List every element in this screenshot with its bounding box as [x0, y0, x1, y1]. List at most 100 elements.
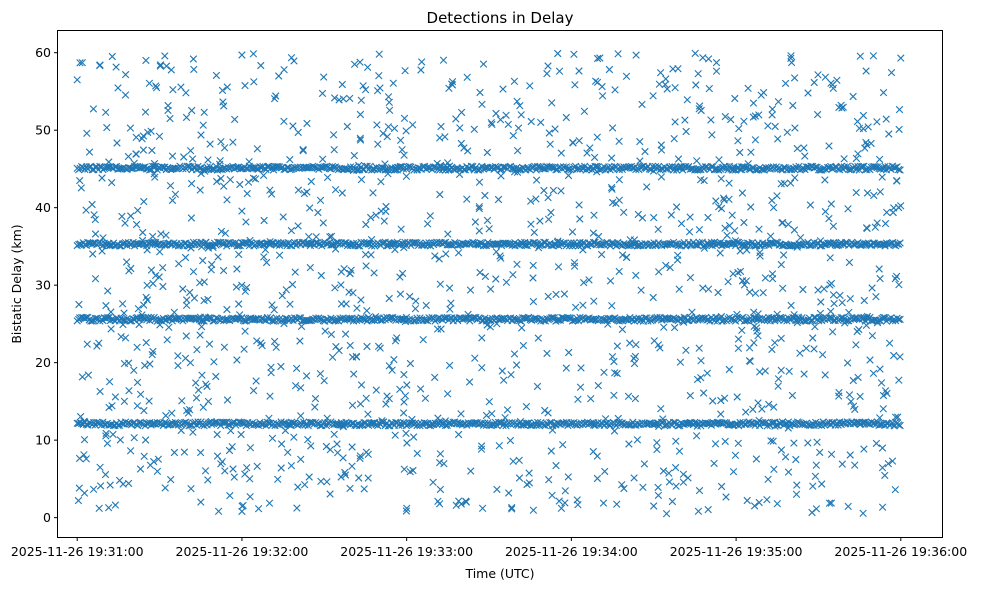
- data-point: [861, 144, 869, 152]
- data-point: [108, 52, 116, 61]
- data-point: [704, 55, 713, 63]
- data-point: [792, 455, 800, 464]
- data-point: [654, 225, 662, 233]
- data-point: [290, 57, 298, 65]
- data-point: [790, 226, 799, 234]
- data-point: [256, 163, 264, 171]
- data-point: [377, 178, 385, 186]
- data-point: [824, 239, 832, 247]
- data-point: [355, 474, 363, 482]
- data-point: [768, 105, 777, 113]
- data-point: [294, 186, 303, 194]
- data-point: [511, 315, 519, 323]
- data-point: [228, 443, 236, 451]
- data-point: [545, 476, 553, 484]
- data-point: [671, 84, 679, 92]
- data-point: [488, 120, 496, 129]
- data-point: [607, 154, 616, 162]
- data-point: [855, 241, 864, 249]
- data-point: [862, 321, 871, 329]
- data-point: [710, 459, 718, 468]
- data-point: [235, 250, 243, 259]
- data-point: [121, 334, 130, 342]
- data-point: [262, 258, 271, 267]
- data-point: [246, 493, 254, 501]
- data-point: [348, 462, 356, 470]
- data-point: [859, 125, 867, 133]
- data-point: [398, 269, 407, 278]
- data-point: [597, 250, 606, 259]
- data-point: [204, 476, 212, 484]
- data-point: [526, 421, 534, 430]
- data-point: [632, 341, 640, 349]
- data-point: [737, 166, 746, 174]
- data-point: [871, 223, 879, 231]
- data-point: [654, 491, 663, 500]
- data-point: [608, 124, 617, 132]
- data-point: [544, 62, 552, 70]
- data-point: [169, 86, 177, 94]
- data-point: [440, 314, 448, 322]
- data-point: [515, 456, 523, 464]
- data-point: [133, 378, 142, 387]
- data-point: [532, 176, 541, 184]
- data-point: [345, 314, 353, 323]
- data-point: [98, 247, 106, 255]
- data-point: [704, 505, 712, 514]
- data-point: [508, 505, 516, 513]
- data-point: [278, 240, 287, 248]
- data-point: [516, 102, 524, 110]
- data-point: [668, 497, 677, 506]
- data-point: [650, 502, 658, 510]
- data-point: [464, 147, 472, 155]
- data-point: [791, 124, 799, 132]
- data-point: [569, 139, 577, 147]
- data-point: [773, 310, 781, 318]
- data-point: [674, 155, 683, 163]
- data-point: [878, 444, 887, 452]
- data-point: [413, 165, 422, 173]
- data-point: [547, 314, 555, 322]
- data-point: [887, 68, 896, 77]
- data-point: [713, 419, 721, 427]
- data-point: [361, 86, 370, 94]
- data-point: [774, 98, 783, 106]
- data-point: [260, 216, 268, 225]
- data-point: [856, 52, 864, 60]
- data-point: [888, 457, 897, 465]
- data-point: [212, 71, 221, 80]
- data-point: [477, 442, 486, 450]
- data-point: [396, 136, 405, 144]
- data-point: [738, 326, 746, 334]
- data-point: [721, 437, 729, 446]
- data-point: [506, 436, 515, 445]
- data-point: [825, 214, 833, 223]
- data-point: [152, 84, 161, 92]
- data-point: [733, 310, 741, 319]
- data-point: [620, 484, 628, 493]
- data-point: [190, 65, 198, 74]
- data-point: [148, 146, 156, 155]
- data-point: [401, 317, 410, 326]
- data-point: [896, 239, 904, 247]
- y-tick-label: 30: [35, 278, 51, 293]
- data-point: [699, 54, 707, 62]
- data-point: [747, 203, 755, 211]
- data-point: [593, 54, 602, 63]
- data-point: [369, 189, 377, 197]
- data-point: [624, 242, 632, 250]
- data-point: [756, 252, 764, 260]
- data-point: [763, 496, 771, 504]
- data-point: [813, 438, 821, 446]
- data-point: [80, 417, 88, 426]
- data-point: [156, 321, 164, 329]
- data-point: [186, 288, 194, 297]
- data-point: [285, 420, 294, 429]
- data-point: [825, 499, 834, 507]
- data-point: [382, 400, 390, 408]
- data-point: [455, 497, 463, 505]
- data-point: [552, 290, 560, 299]
- data-point: [103, 439, 112, 448]
- data-point: [159, 264, 167, 272]
- data-point: [316, 370, 325, 378]
